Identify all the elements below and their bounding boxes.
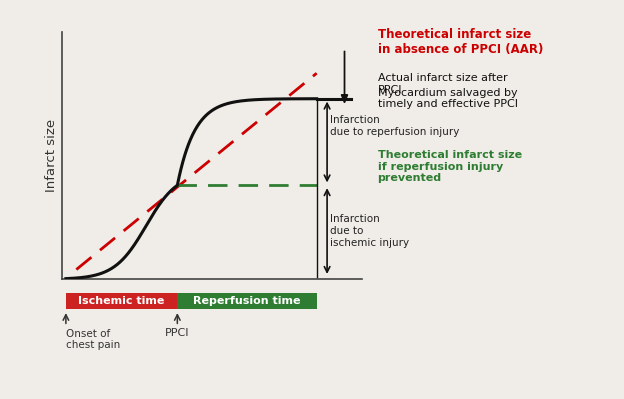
Y-axis label: Infarct size: Infarct size: [45, 119, 58, 192]
Text: Reperfusion time: Reperfusion time: [193, 296, 301, 306]
Bar: [177, 293, 316, 309]
Text: Ischemic time: Ischemic time: [79, 296, 165, 306]
Text: Onset of
chest pain: Onset of chest pain: [66, 329, 120, 350]
Text: Infarction
due to
ischemic injury: Infarction due to ischemic injury: [330, 214, 409, 248]
Text: Actual infarct size after
PPCI: Actual infarct size after PPCI: [378, 73, 507, 95]
Text: Myocardium salvaged by
timely and effective PPCI: Myocardium salvaged by timely and effect…: [378, 88, 517, 109]
Text: PPCI: PPCI: [165, 328, 190, 338]
Text: Infarction
due to reperfusion injury: Infarction due to reperfusion injury: [330, 115, 460, 137]
Bar: [66, 293, 177, 309]
Text: Theoretical infarct size
in absence of PPCI (AAR): Theoretical infarct size in absence of P…: [378, 28, 543, 56]
Text: Time: Time: [183, 293, 213, 306]
Text: Theoretical infarct size
if reperfusion injury
prevented: Theoretical infarct size if reperfusion …: [378, 150, 522, 183]
